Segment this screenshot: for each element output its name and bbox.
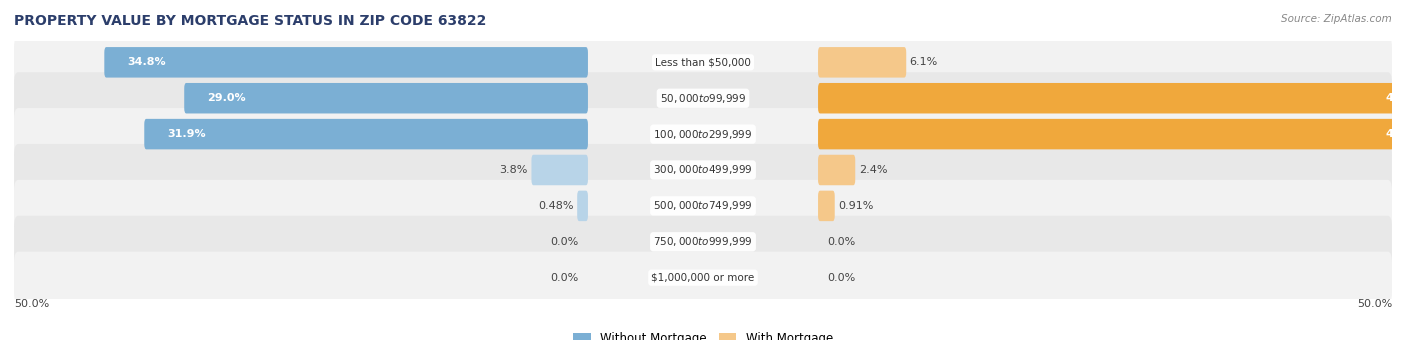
- FancyBboxPatch shape: [818, 83, 1406, 114]
- FancyBboxPatch shape: [14, 144, 1392, 196]
- Text: $300,000 to $499,999: $300,000 to $499,999: [654, 164, 752, 176]
- Text: 31.9%: 31.9%: [167, 129, 205, 139]
- Text: 0.0%: 0.0%: [551, 237, 579, 247]
- FancyBboxPatch shape: [14, 180, 1392, 232]
- Text: $750,000 to $999,999: $750,000 to $999,999: [654, 235, 752, 248]
- FancyBboxPatch shape: [818, 119, 1406, 149]
- Text: 45.3%: 45.3%: [1385, 129, 1406, 139]
- Text: $500,000 to $749,999: $500,000 to $749,999: [654, 199, 752, 212]
- FancyBboxPatch shape: [818, 47, 907, 78]
- Legend: Without Mortgage, With Mortgage: Without Mortgage, With Mortgage: [568, 328, 838, 340]
- Text: 50.0%: 50.0%: [14, 299, 49, 309]
- FancyBboxPatch shape: [818, 155, 855, 185]
- FancyBboxPatch shape: [531, 155, 588, 185]
- FancyBboxPatch shape: [145, 119, 588, 149]
- FancyBboxPatch shape: [578, 191, 588, 221]
- FancyBboxPatch shape: [14, 72, 1392, 124]
- Text: PROPERTY VALUE BY MORTGAGE STATUS IN ZIP CODE 63822: PROPERTY VALUE BY MORTGAGE STATUS IN ZIP…: [14, 14, 486, 28]
- Text: Source: ZipAtlas.com: Source: ZipAtlas.com: [1281, 14, 1392, 23]
- Text: Less than $50,000: Less than $50,000: [655, 57, 751, 67]
- Text: 34.8%: 34.8%: [127, 57, 166, 67]
- FancyBboxPatch shape: [184, 83, 588, 114]
- Text: 0.91%: 0.91%: [838, 201, 873, 211]
- Text: 2.4%: 2.4%: [859, 165, 887, 175]
- FancyBboxPatch shape: [14, 36, 1392, 88]
- Text: 0.48%: 0.48%: [538, 201, 574, 211]
- FancyBboxPatch shape: [818, 191, 835, 221]
- Text: 0.0%: 0.0%: [827, 273, 855, 283]
- Text: 45.3%: 45.3%: [1385, 93, 1406, 103]
- Text: $1,000,000 or more: $1,000,000 or more: [651, 273, 755, 283]
- Text: 3.8%: 3.8%: [499, 165, 529, 175]
- Text: 29.0%: 29.0%: [207, 93, 246, 103]
- Text: 6.1%: 6.1%: [910, 57, 938, 67]
- FancyBboxPatch shape: [14, 216, 1392, 268]
- Text: $100,000 to $299,999: $100,000 to $299,999: [654, 128, 752, 141]
- Text: 0.0%: 0.0%: [551, 273, 579, 283]
- Text: 50.0%: 50.0%: [1357, 299, 1392, 309]
- FancyBboxPatch shape: [14, 108, 1392, 160]
- Text: 0.0%: 0.0%: [827, 237, 855, 247]
- FancyBboxPatch shape: [14, 252, 1392, 304]
- FancyBboxPatch shape: [104, 47, 588, 78]
- Text: $50,000 to $99,999: $50,000 to $99,999: [659, 92, 747, 105]
